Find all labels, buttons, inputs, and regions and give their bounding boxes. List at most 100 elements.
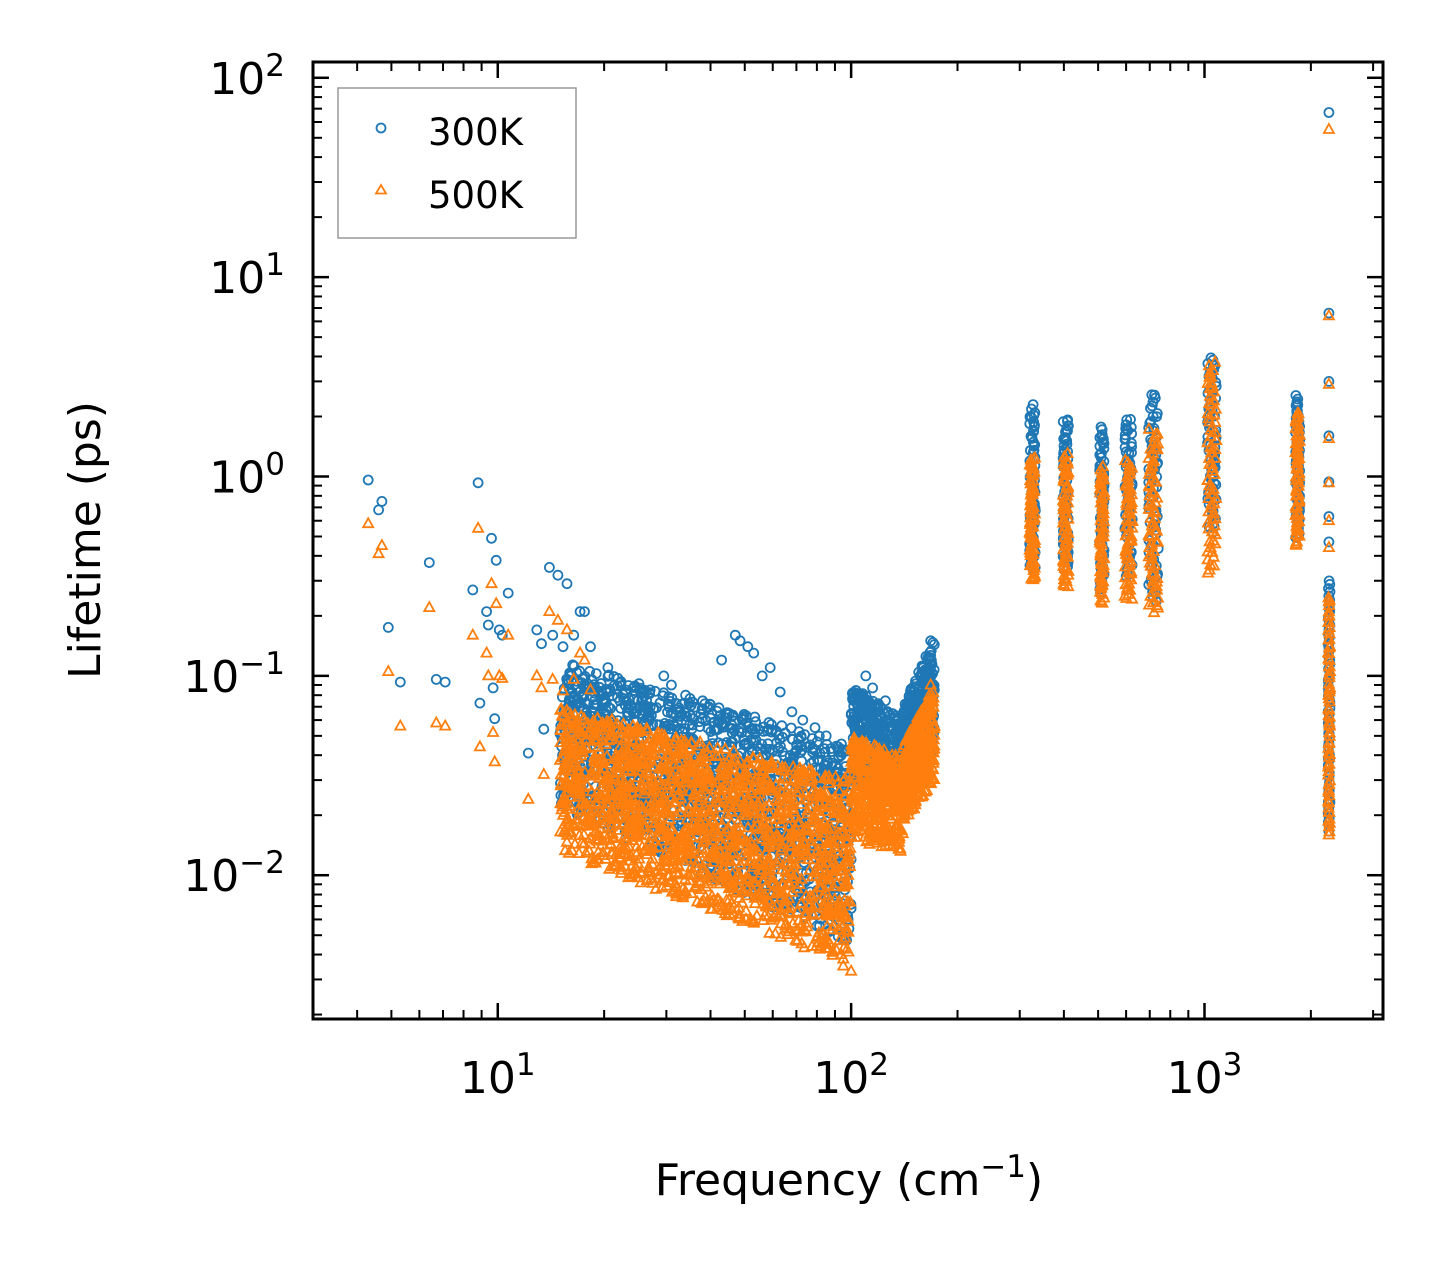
- series-500k-point: [705, 901, 719, 914]
- series-500k-point: [790, 829, 804, 842]
- series-500k-point: [832, 783, 846, 796]
- series-500k-point: [696, 864, 710, 876]
- series-500k-point: [719, 764, 733, 777]
- series-300k-point: [1126, 441, 1137, 453]
- series-500k-point: [799, 820, 813, 833]
- series-300k-point: [490, 554, 502, 566]
- series-500k-point: [740, 849, 754, 862]
- series-300k-point: [920, 651, 932, 662]
- series-300k-point: [649, 685, 661, 697]
- series-500k-point: [824, 903, 838, 916]
- series-500k-point: [568, 836, 582, 849]
- series-500k-point: [481, 668, 495, 681]
- series-500k-point: [684, 886, 698, 898]
- series-500k-point: [553, 824, 567, 837]
- series-300k-point: [574, 606, 586, 617]
- series-300k-point: [1290, 390, 1302, 401]
- series-500k-point: [714, 759, 728, 772]
- series-500k-point: [617, 774, 631, 787]
- series-500k-point: [798, 905, 813, 918]
- series-500k-point: [828, 769, 843, 782]
- series-500k-point: [784, 835, 798, 847]
- series-300k-point: [1095, 421, 1107, 433]
- series-300k-point: [740, 710, 752, 722]
- series-500k-point: [786, 801, 800, 814]
- series-500k-point: [573, 724, 587, 736]
- series-500k-point: [732, 911, 746, 924]
- series-500k-point: [685, 805, 699, 818]
- series-500k-point: [680, 765, 694, 778]
- series-500k-point: [665, 873, 679, 886]
- series-500k-point: [818, 894, 832, 906]
- series-300k-point: [705, 699, 716, 710]
- series-500k-point: [628, 813, 642, 825]
- series-500k-point: [727, 845, 741, 858]
- series-500k-point: [790, 823, 804, 835]
- series-300k-point: [1323, 536, 1335, 548]
- series-500k-point: [728, 800, 742, 812]
- series-500k-point: [772, 811, 786, 824]
- series-300k-point: [588, 699, 599, 710]
- series-500k-point: [473, 739, 487, 752]
- series-500k-point: [626, 733, 640, 745]
- series-500k-point: [718, 777, 732, 789]
- series-500k-point: [579, 845, 593, 858]
- series-500k-point: [829, 793, 843, 805]
- series-500k-point: [769, 793, 783, 805]
- series-300k-point: [522, 747, 534, 759]
- series-300k-point: [813, 730, 825, 742]
- series-500k-point: [850, 778, 865, 790]
- series-500k-point: [720, 807, 734, 819]
- series-500k-point: [694, 815, 708, 827]
- series-500k-point: [1322, 122, 1336, 134]
- series-500k-point: [680, 821, 694, 834]
- series-500k-point: [756, 762, 770, 775]
- series-500k-point: [592, 756, 606, 769]
- series-500k-point: [669, 781, 683, 793]
- series-500k-point: [780, 827, 794, 839]
- series-300k-point: [568, 629, 580, 641]
- series-500k-point: [676, 741, 690, 754]
- series-500k-point: [717, 837, 731, 850]
- series-300k-point: [658, 670, 670, 682]
- series-500k-point: [559, 784, 573, 797]
- series-500k-point: [710, 775, 724, 788]
- series-500k-point: [645, 851, 660, 864]
- series-500k-point: [676, 771, 690, 784]
- series-500k-point: [588, 720, 602, 733]
- series-500k-point: [755, 822, 769, 835]
- series-500k-point: [693, 793, 707, 806]
- series-500k-point: [858, 829, 872, 842]
- series-500k-point: [773, 791, 787, 803]
- series-500k-point: [682, 804, 696, 816]
- series-500k-point: [826, 922, 840, 935]
- series-500k-point: [835, 807, 849, 819]
- series-500k-point: [619, 832, 633, 845]
- series-500k-point: [838, 805, 852, 818]
- series-500k-point: [714, 788, 728, 801]
- series-500k-point: [559, 715, 573, 728]
- series-500k-point: [588, 734, 602, 746]
- series-300k-point: [906, 703, 918, 714]
- series-500k-point: [812, 925, 826, 938]
- series-500k-point: [573, 775, 587, 788]
- series-500k-point: [714, 836, 728, 848]
- series-500k-point: [631, 770, 645, 783]
- series-500k-point: [769, 855, 783, 867]
- series-300k-point: [766, 719, 777, 730]
- series-500k-point: [556, 708, 570, 721]
- series-300k-point: [716, 654, 727, 666]
- series-300k-point: [362, 474, 374, 486]
- series-300k-point: [753, 724, 765, 735]
- series-500k-point: [639, 808, 653, 821]
- series-500k-point: [521, 792, 535, 804]
- series-500k-point: [554, 722, 568, 735]
- series-300k-point: [900, 714, 912, 725]
- series-500k-point: [715, 897, 729, 910]
- series-300k-point: [1146, 389, 1158, 401]
- series-500k-point: [429, 715, 443, 728]
- series-500k-point: [770, 878, 784, 890]
- series-500k-point: [578, 764, 592, 777]
- series-500k-point: [778, 918, 792, 931]
- series-500k-point: [750, 771, 764, 784]
